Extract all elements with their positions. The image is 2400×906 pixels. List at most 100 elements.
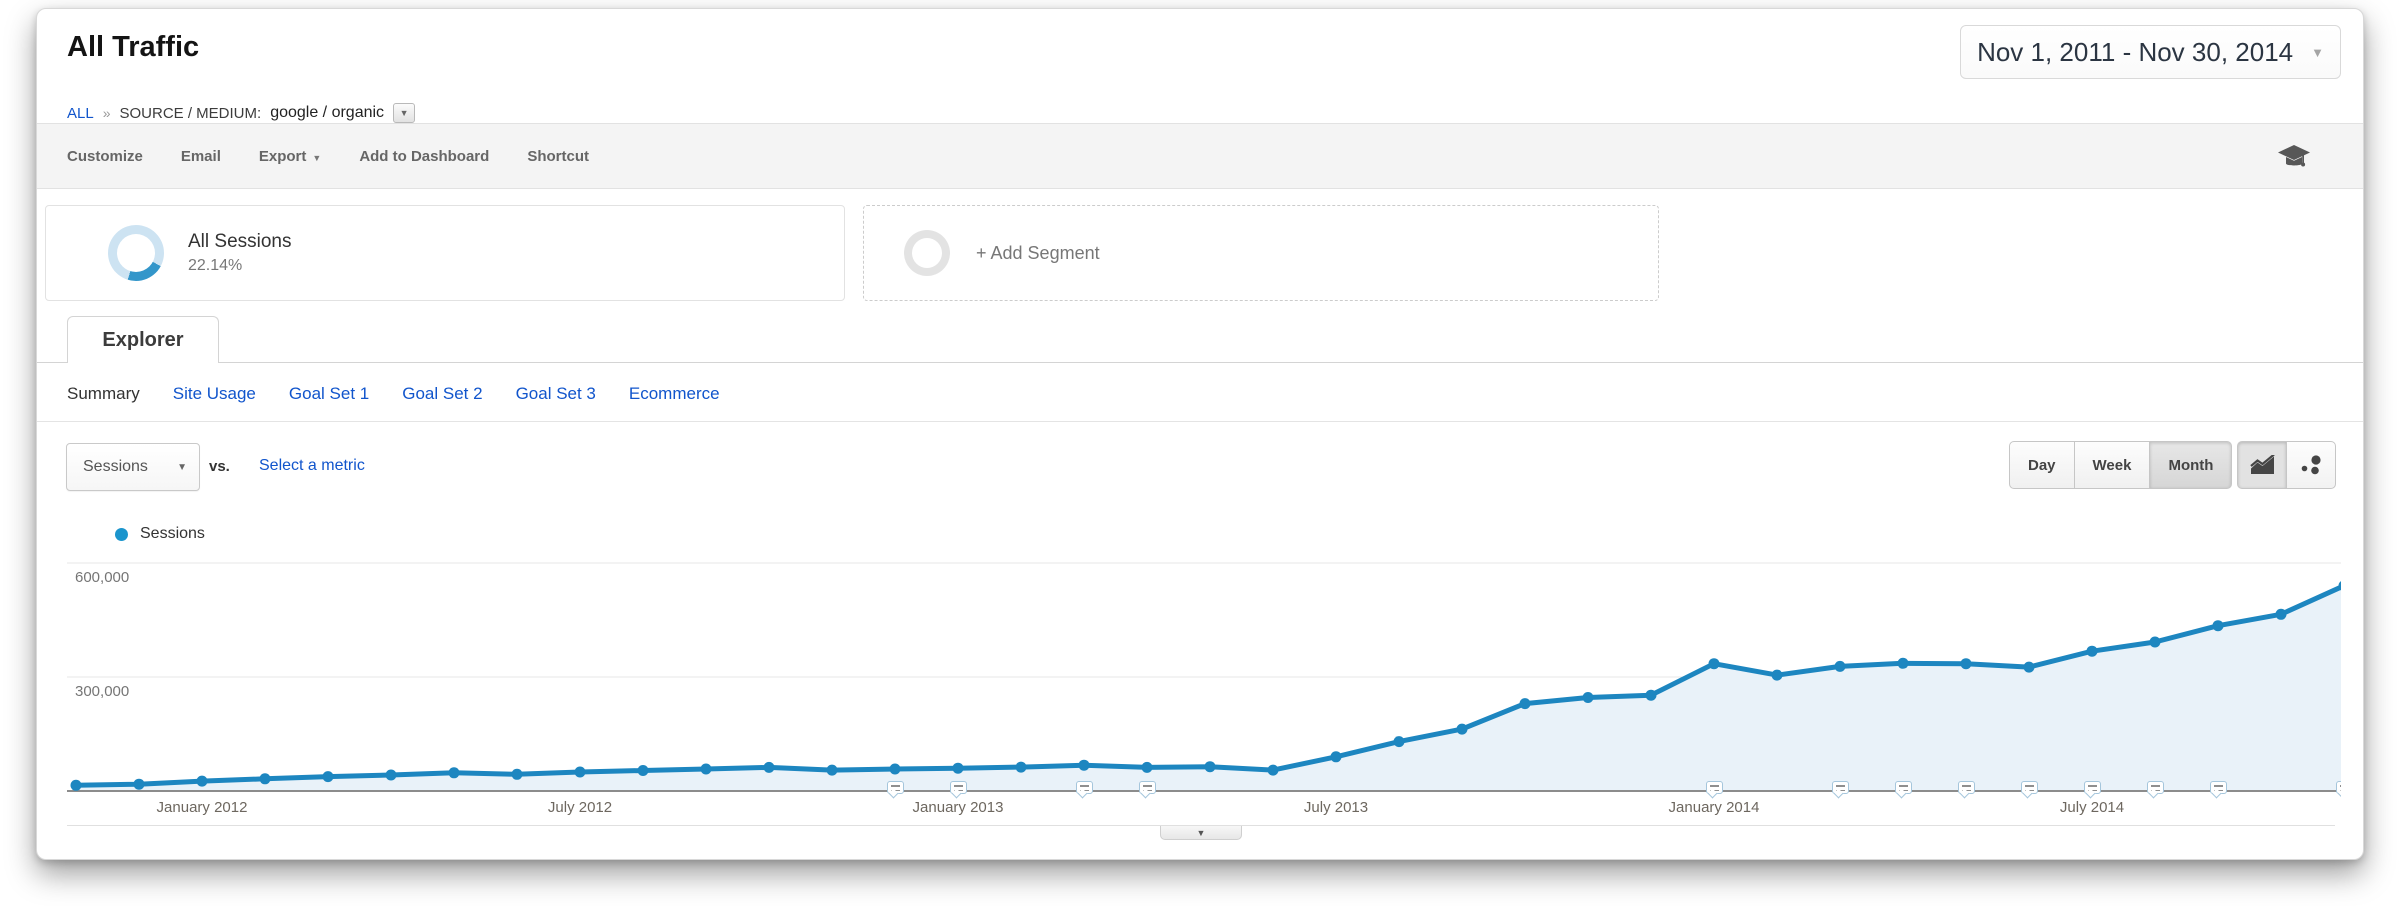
data-point — [2212, 620, 2224, 632]
data-point — [1771, 669, 1783, 681]
annotation-marker-icon[interactable] — [1895, 781, 1912, 794]
email-button[interactable]: Email — [180, 147, 221, 165]
tutorial-graduation-cap-icon[interactable] — [2277, 144, 2311, 175]
data-point — [2149, 636, 2161, 648]
chevron-down-icon: ▼ — [177, 461, 187, 473]
motion-chart-type-button[interactable] — [2286, 441, 2336, 489]
data-point — [1456, 723, 1468, 735]
segment-text: All Sessions 22.14% — [188, 231, 292, 275]
date-range-selector[interactable]: Nov 1, 2011 - Nov 30, 2014 ▼ — [1960, 25, 2341, 79]
data-point — [385, 769, 397, 781]
annotation-marker-icon[interactable] — [1958, 781, 1975, 794]
data-point — [2338, 581, 2341, 591]
customize-button[interactable]: Customize — [67, 147, 143, 165]
granularity-month-button[interactable]: Month — [2149, 441, 2233, 489]
sessions-legend-label: Sessions — [140, 525, 205, 542]
subtab-goal-set-3[interactable]: Goal Set 3 — [515, 384, 596, 403]
sessions-line-chart[interactable]: 600,000 300,000 January 2012 July 2012 Janua… — [67, 553, 2341, 823]
chart-type-button-group — [2237, 441, 2336, 489]
data-point — [1141, 761, 1153, 773]
annotation-marker-icon[interactable] — [2210, 781, 2227, 794]
report-toolbar: Customize Email Export ▼ Add to Dashboard… — [37, 123, 2363, 189]
segment-donut-icon — [108, 225, 164, 281]
data-point — [700, 763, 712, 775]
data-point — [1204, 761, 1216, 773]
vs-label: vs. — [209, 458, 230, 475]
annotation-marker-icon[interactable] — [2336, 781, 2341, 794]
data-point — [1015, 761, 1027, 773]
annotation-marker-icon[interactable] — [887, 781, 904, 794]
data-point — [1834, 660, 1846, 672]
annotations-expander-tab[interactable]: ▼ — [1160, 826, 1242, 840]
area-chart-icon — [2249, 454, 2275, 474]
annotation-marker-icon[interactable] — [950, 781, 967, 794]
chevron-down-icon: ▼ — [312, 152, 322, 163]
add-segment-label: + Add Segment — [976, 242, 1100, 263]
tab-divider — [37, 362, 2363, 363]
data-point — [1960, 658, 1972, 670]
line-chart-type-button[interactable] — [2237, 441, 2287, 489]
x-axis-tick-label: January 2012 — [156, 799, 248, 816]
data-point — [2086, 645, 2098, 657]
select-a-metric-link[interactable]: Select a metric — [259, 457, 365, 474]
granularity-button-group: Day Week Month — [2009, 441, 2233, 489]
x-axis-tick-label: July 2014 — [2059, 799, 2125, 816]
data-point — [2023, 661, 2035, 673]
breadcrumb-dimension: SOURCE / MEDIUM: — [119, 104, 262, 122]
annotation-marker-icon[interactable] — [1832, 781, 1849, 794]
breadcrumb: ALL » SOURCE / MEDIUM: google / organic … — [67, 103, 416, 123]
segment-percent: 22.14% — [188, 257, 243, 274]
x-axis-tick-label: July 2013 — [1303, 799, 1369, 816]
y-axis-tick-label: 600,000 — [75, 569, 130, 586]
subtab-goal-set-1[interactable]: Goal Set 1 — [288, 384, 370, 403]
breadcrumb-all-link[interactable]: ALL — [67, 104, 94, 122]
data-point — [826, 764, 838, 776]
chart-bottom-divider — [67, 825, 2335, 826]
annotation-marker-icon[interactable] — [2021, 781, 2038, 794]
data-point — [889, 763, 901, 775]
data-point — [322, 771, 334, 783]
chevron-down-icon: ▼ — [1196, 827, 1206, 838]
subtab-site-usage[interactable]: Site Usage — [172, 384, 256, 403]
subtab-ecommerce[interactable]: Ecommerce — [628, 384, 720, 403]
data-point — [1645, 689, 1657, 701]
breadcrumb-separator: » — [102, 105, 111, 121]
data-point — [1582, 692, 1594, 703]
subtab-goal-set-2[interactable]: Goal Set 2 — [402, 384, 483, 403]
chart-legend: Sessions — [115, 525, 205, 543]
add-segment-donut-icon — [904, 230, 950, 276]
data-point — [574, 766, 586, 778]
page-title: All Traffic — [67, 31, 200, 63]
add-segment-button[interactable]: + Add Segment — [863, 205, 1659, 301]
date-range-text: Nov 1, 2011 - Nov 30, 2014 — [1977, 36, 2294, 67]
annotation-marker-icon[interactable] — [2084, 781, 2101, 794]
annotation-marker-icon[interactable] — [1076, 781, 1093, 794]
subtab-bar: Summary Site Usage Goal Set 1 Goal Set 2… — [67, 367, 720, 421]
export-menu-button[interactable]: Export ▼ — [258, 147, 322, 165]
granularity-day-button[interactable]: Day — [2009, 441, 2075, 489]
shortcut-button[interactable]: Shortcut — [527, 147, 589, 165]
data-point — [1519, 698, 1531, 710]
breadcrumb-dropdown-button[interactable]: ▼ — [393, 103, 416, 123]
data-point — [1330, 751, 1342, 763]
x-axis-tick-label: January 2013 — [912, 799, 1004, 816]
data-point — [196, 775, 208, 787]
data-point — [1897, 657, 1909, 669]
granularity-week-button[interactable]: Week — [2073, 441, 2151, 489]
data-point — [1393, 736, 1405, 748]
metric-dropdown[interactable]: Sessions ▼ — [66, 443, 200, 491]
metric-dropdown-label: Sessions — [83, 458, 148, 475]
annotation-marker-icon[interactable] — [2147, 781, 2164, 794]
segment-all-sessions[interactable]: All Sessions 22.14% — [45, 205, 845, 301]
sessions-chart-svg — [67, 562, 2341, 792]
annotation-marker-icon[interactable] — [1706, 781, 1723, 794]
tab-explorer[interactable]: Explorer — [67, 316, 219, 363]
breadcrumb-value: google / organic — [270, 104, 385, 121]
add-to-dashboard-button[interactable]: Add to Dashboard — [359, 147, 490, 165]
data-point — [1708, 658, 1720, 670]
annotation-marker-icon[interactable] — [1139, 781, 1156, 794]
subtab-divider — [37, 421, 2363, 422]
sessions-legend-dot-icon — [115, 527, 128, 541]
subtab-summary[interactable]: Summary — [67, 384, 140, 403]
x-axis-tick-label: January 2014 — [1668, 799, 1760, 816]
